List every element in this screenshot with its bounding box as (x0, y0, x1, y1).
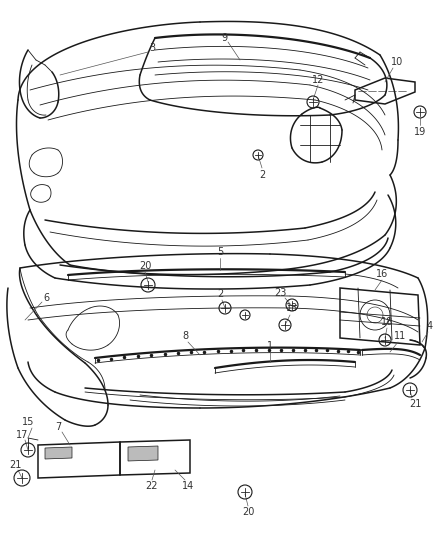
Text: 22: 22 (146, 481, 158, 491)
Polygon shape (45, 447, 72, 459)
Text: 4: 4 (427, 321, 433, 331)
Text: 20: 20 (139, 261, 151, 271)
Text: 15: 15 (22, 417, 34, 427)
Text: 5: 5 (217, 247, 223, 257)
Text: 2: 2 (259, 170, 265, 180)
Text: 12: 12 (312, 75, 324, 85)
Text: 7: 7 (55, 422, 61, 432)
Text: 10: 10 (391, 57, 403, 67)
Text: 16: 16 (376, 269, 388, 279)
Polygon shape (128, 446, 158, 461)
Text: 9: 9 (221, 33, 227, 43)
Text: 11: 11 (394, 331, 406, 341)
Text: 14: 14 (182, 481, 194, 491)
Text: 6: 6 (43, 293, 49, 303)
Text: 17: 17 (16, 430, 28, 440)
Text: 21: 21 (409, 399, 421, 409)
Text: 20: 20 (242, 507, 254, 517)
Text: 19: 19 (414, 127, 426, 137)
Text: 18: 18 (381, 317, 393, 327)
Text: 1: 1 (267, 341, 273, 351)
Text: 13: 13 (286, 303, 298, 313)
Text: 21: 21 (9, 460, 21, 470)
Text: 8: 8 (182, 331, 188, 341)
Text: 2: 2 (217, 289, 223, 299)
Text: 3: 3 (149, 43, 155, 53)
Text: 23: 23 (274, 288, 286, 298)
